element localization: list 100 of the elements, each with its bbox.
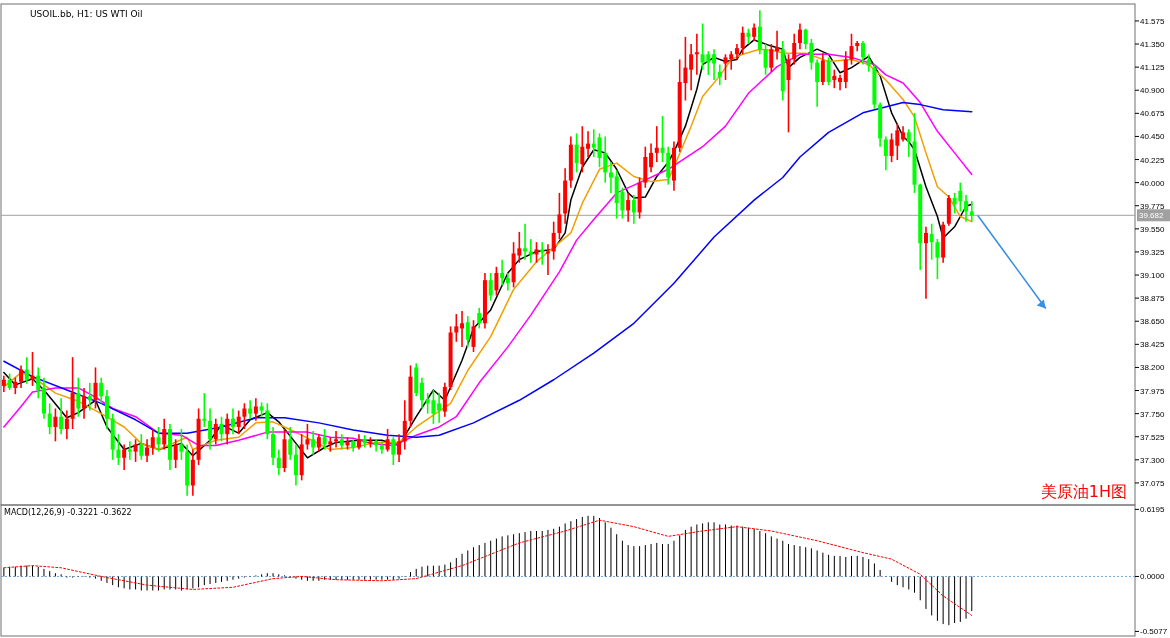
candlestick [334,430,339,449]
candlestick [236,409,241,435]
candlestick [654,125,659,163]
candlestick [820,52,825,86]
y-tick-label: 39.100 [1140,271,1166,281]
candlestick [248,399,253,420]
candlestick [225,412,230,446]
candlestick [923,225,928,300]
candlestick [906,128,911,158]
y-tick-label: 37.750 [1140,409,1166,419]
candlestick [832,68,837,89]
candlestick [59,397,64,435]
candlestick [769,43,774,73]
candlestick [82,387,87,420]
candlestick [76,376,81,418]
y-tick-label: -0.5077 [1140,627,1168,637]
candlestick [116,433,121,466]
candlestick [969,200,974,223]
candlestick [208,407,213,451]
y-tick-label: 40.450 [1140,132,1166,142]
candlestick [649,142,654,174]
candlestick [929,222,934,261]
candlestick [460,310,465,348]
candlestick [402,399,407,451]
candlestick [385,428,390,453]
candlestick [523,222,528,261]
y-tick-label: 38.425 [1140,340,1166,350]
candlestick [122,443,127,471]
candlestick [139,433,144,461]
candlestick [574,132,579,174]
candlestick [843,50,848,89]
candlestick [551,220,556,261]
candlestick [591,128,596,158]
candlestick [311,430,316,456]
candlestick [792,32,797,66]
y-tick-label: 37.300 [1140,455,1166,465]
candlestick [465,315,470,348]
candlestick [288,426,293,461]
candlestick [30,351,35,387]
candlestick [133,438,138,463]
candlestick [797,22,802,50]
candlestick [534,241,539,264]
candlestick [219,415,224,443]
candlestick [87,382,92,412]
candlestick [586,130,591,158]
candlestick [689,43,694,92]
candlestick [47,402,52,435]
candlestick [660,115,665,163]
candlestick [397,433,402,463]
candlestick [631,194,636,225]
candlestick [849,32,854,66]
candlestick [104,389,109,430]
y-tick-label: 37.075 [1140,478,1166,488]
candlestick [213,417,218,446]
candlestick [156,426,161,453]
candlestick [815,58,820,108]
y-tick-label: 39.550 [1140,224,1166,234]
candlestick [253,397,258,422]
candlestick [19,364,24,389]
candlestick [488,272,493,302]
candlestick [271,426,276,466]
y-tick-label: 40.675 [1140,109,1166,119]
text: USOIL.bb, H1: US WTI Oil [30,9,143,19]
candlestick [471,319,476,353]
candlestick [740,25,745,56]
candlestick [694,32,699,76]
ref-line-label: 39.682 [1139,211,1165,221]
annotation: 美原油1H图 [1040,482,1127,501]
candlestick [162,417,167,451]
y-tick-label: 41.350 [1140,40,1166,50]
candlestick [775,29,780,61]
y-tick-label: 41.575 [1140,16,1166,26]
candlestick [437,392,442,424]
candlestick [230,407,235,435]
y-tick-label: 38.875 [1140,294,1166,304]
candlestick [173,438,178,469]
y-tick-label: 41.125 [1140,63,1166,73]
candlestick [580,125,585,174]
candlestick [242,402,247,430]
candlestick [557,192,562,240]
candlestick [99,376,104,405]
y-tick-label: 38.200 [1140,363,1166,373]
y-tick-label: 37.525 [1140,432,1166,442]
candlestick [93,366,98,410]
candlestick [545,243,550,276]
candlestick [826,56,831,86]
candlestick [419,376,424,410]
candlestick [860,40,865,66]
candlestick [64,409,69,441]
y-tick-label: 39.775 [1140,201,1166,211]
candlestick [322,428,327,451]
candlestick [150,428,155,456]
candlestick [528,238,533,264]
candlestick [202,392,207,428]
candlestick [540,241,545,266]
y-tick-label: 40.900 [1140,86,1166,96]
candlestick [293,443,298,487]
candlestick [626,192,631,223]
candlestick [883,135,888,172]
candlestick [276,448,281,477]
